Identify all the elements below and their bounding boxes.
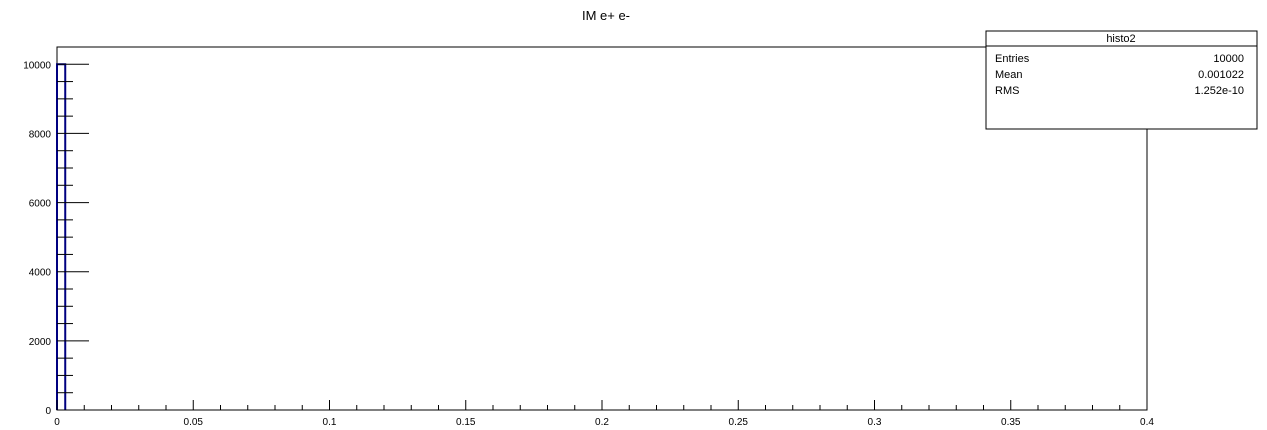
x-tick-label: 0.05 <box>184 417 204 428</box>
y-tick-label: 4000 <box>29 268 52 279</box>
stats-box: histo2 Entries 10000 Mean 0.001022 RMS 1… <box>985 30 1258 130</box>
stats-entries-label: Entries <box>995 53 1030 65</box>
x-tick-label: 0.25 <box>729 417 749 428</box>
y-tick-label: 10000 <box>23 60 51 71</box>
y-axis: 0 2000 4000 6000 8000 10000 <box>23 46 89 417</box>
x-tick-label: 0.2 <box>595 417 609 428</box>
chart-title: IM e+ e- <box>582 8 630 23</box>
plot-frame <box>56 46 1148 411</box>
x-axis: 0 0.05 0.1 0.15 0.2 0.25 0.3 0.35 0.4 <box>54 400 1154 428</box>
x-tick-label: 0.4 <box>1140 417 1154 428</box>
x-tick-label: 0.1 <box>323 417 337 428</box>
x-tick-label: 0 <box>54 417 60 428</box>
x-tick-label: 0.35 <box>1001 417 1021 428</box>
stats-mean-label: Mean <box>995 69 1023 81</box>
stats-box-name: histo2 <box>1106 33 1135 45</box>
stats-mean-value: 0.001022 <box>1198 69 1244 81</box>
stats-box-frame <box>985 30 1258 130</box>
stats-entries-value: 10000 <box>1213 53 1244 65</box>
x-tick-label: 0.3 <box>868 417 882 428</box>
y-tick-label: 6000 <box>29 199 52 210</box>
y-tick-label: 8000 <box>29 129 52 140</box>
x-tick-label: 0.15 <box>456 417 476 428</box>
stats-rms-label: RMS <box>995 85 1019 97</box>
stats-rms-value: 1.252e-10 <box>1194 85 1244 97</box>
y-tick-label: 0 <box>45 406 51 417</box>
y-tick-label: 2000 <box>29 337 52 348</box>
